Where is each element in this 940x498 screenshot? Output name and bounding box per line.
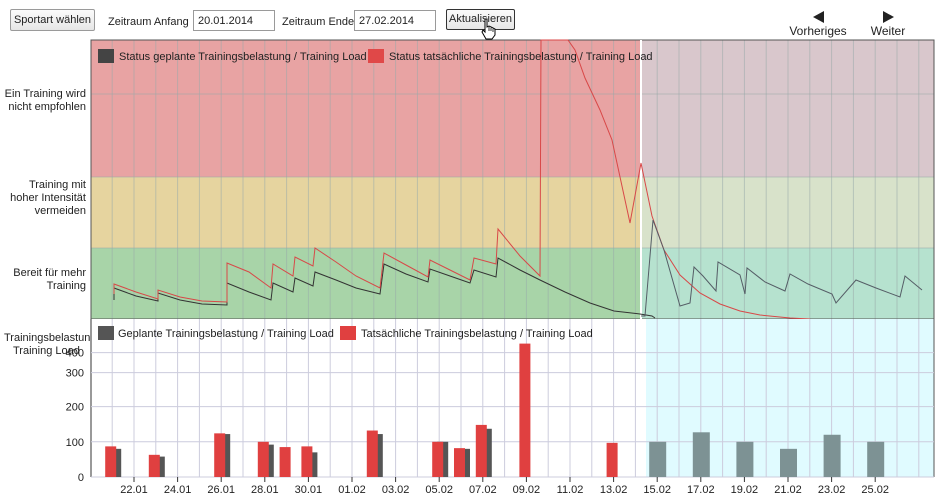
y-tick-label: 400 bbox=[66, 348, 84, 360]
planned-status-line bbox=[113, 257, 656, 319]
load-chart-ylabel-2: Training Load bbox=[13, 345, 80, 357]
load-bar bbox=[692, 432, 710, 477]
load-bar bbox=[823, 434, 841, 477]
load-x-ticks: 22.01 24.01 26.01 28.01 30.01 01.02 03.02 05.02… bbox=[120, 477, 889, 496]
x-tick-label: 19.02 bbox=[731, 484, 759, 496]
status-grid bbox=[91, 39, 934, 319]
x-tick-label: 25.02 bbox=[861, 484, 889, 496]
sport-select-button[interactable]: Sportart wählen bbox=[10, 9, 95, 31]
start-date-input[interactable] bbox=[193, 10, 275, 31]
x-tick-label: 22.01 bbox=[120, 484, 148, 496]
load-bar bbox=[105, 446, 117, 477]
status-chart: Status geplante Trainingsbelastung / Tra… bbox=[90, 39, 935, 320]
load-bar bbox=[454, 448, 465, 477]
x-tick-label: 01.02 bbox=[338, 484, 366, 496]
status-legend-swatch-actual bbox=[368, 49, 384, 63]
zone-red bbox=[91, 40, 934, 177]
load-bar bbox=[519, 343, 531, 477]
load-bar bbox=[736, 441, 754, 477]
status-legend-label-actual: Status tatsächliche Trainingsbelastung /… bbox=[389, 51, 653, 63]
status-legend-swatch-planned bbox=[98, 49, 114, 63]
zone-label-avoid-high-intensity: Training mit hoher Intensität vermeiden bbox=[10, 179, 86, 217]
load-chart-ylabel-1: Trainingsbelastung / bbox=[4, 332, 103, 344]
zone-label-ready-more: Bereit für mehr Training bbox=[13, 267, 86, 292]
load-legend-swatch-planned bbox=[98, 326, 114, 340]
x-tick-label: 30.01 bbox=[295, 484, 323, 496]
zone-green bbox=[91, 248, 934, 319]
load-legend-label-actual: Tatsächliche Trainingsbelastung / Traini… bbox=[361, 328, 593, 340]
y-tick-label: 200 bbox=[66, 402, 84, 414]
x-tick-label: 23.02 bbox=[818, 484, 846, 496]
arrow-right-icon bbox=[882, 11, 894, 23]
load-bar bbox=[214, 433, 226, 477]
load-legend-label-planned: Geplante Trainingsbelastung / Training L… bbox=[118, 328, 334, 340]
end-date-input[interactable] bbox=[354, 10, 436, 31]
load-bar bbox=[780, 448, 797, 477]
x-tick-label: 07.02 bbox=[469, 484, 497, 496]
x-tick-label: 05.02 bbox=[425, 484, 453, 496]
load-y-ticks: 0 100 200 300 400 bbox=[66, 348, 934, 484]
x-tick-label: 26.01 bbox=[207, 484, 235, 496]
status-legend: Status geplante Trainingsbelastung / Tra… bbox=[98, 49, 653, 63]
previous-button[interactable]: Vorheriges bbox=[788, 11, 848, 38]
load-bar bbox=[867, 441, 885, 477]
next-label: Weiter bbox=[870, 24, 906, 38]
x-tick-label: 21.02 bbox=[774, 484, 802, 496]
load-bar bbox=[301, 446, 313, 477]
refresh-button[interactable]: Aktualisieren bbox=[446, 9, 515, 30]
end-date-label: Zeitraum Ende bbox=[282, 16, 355, 28]
load-bars bbox=[105, 343, 885, 477]
load-bar bbox=[366, 430, 378, 477]
x-tick-label: 03.02 bbox=[382, 484, 410, 496]
zone-yellow bbox=[91, 177, 934, 248]
planned-future-status-line bbox=[641, 219, 923, 317]
actual-status-line bbox=[113, 39, 811, 320]
load-bar bbox=[279, 447, 291, 477]
load-bar bbox=[148, 454, 160, 477]
x-tick-label: 17.02 bbox=[687, 484, 715, 496]
y-tick-label: 300 bbox=[66, 368, 84, 380]
x-tick-label: 24.01 bbox=[164, 484, 192, 496]
x-tick-label: 09.02 bbox=[513, 484, 541, 496]
load-bar bbox=[475, 424, 487, 477]
hand-cursor-icon bbox=[481, 18, 496, 40]
start-date-label: Zeitraum Anfang bbox=[108, 16, 189, 28]
x-tick-label: 11.02 bbox=[557, 484, 584, 496]
x-tick-label: 15.02 bbox=[643, 484, 671, 496]
load-bar bbox=[257, 441, 269, 477]
y-tick-label: 100 bbox=[66, 437, 84, 449]
previous-label: Vorheriges bbox=[789, 24, 847, 38]
load-legend-swatch-actual bbox=[340, 326, 356, 340]
status-legend-label-planned: Status geplante Trainingsbelastung / Tra… bbox=[119, 51, 367, 63]
load-legend: Geplante Trainingsbelastung / Training L… bbox=[98, 326, 593, 340]
load-bar bbox=[432, 441, 444, 477]
x-tick-label: 28.01 bbox=[251, 484, 279, 496]
arrow-left-icon bbox=[812, 11, 824, 23]
next-button[interactable]: Weiter bbox=[868, 11, 908, 38]
load-bar bbox=[649, 441, 667, 477]
load-bar bbox=[606, 442, 618, 477]
zone-label-not-recommended: Ein Training wird nicht empfohlen bbox=[4, 88, 86, 113]
y-tick-label: 0 bbox=[78, 472, 84, 484]
x-tick-label: 13.02 bbox=[600, 484, 628, 496]
